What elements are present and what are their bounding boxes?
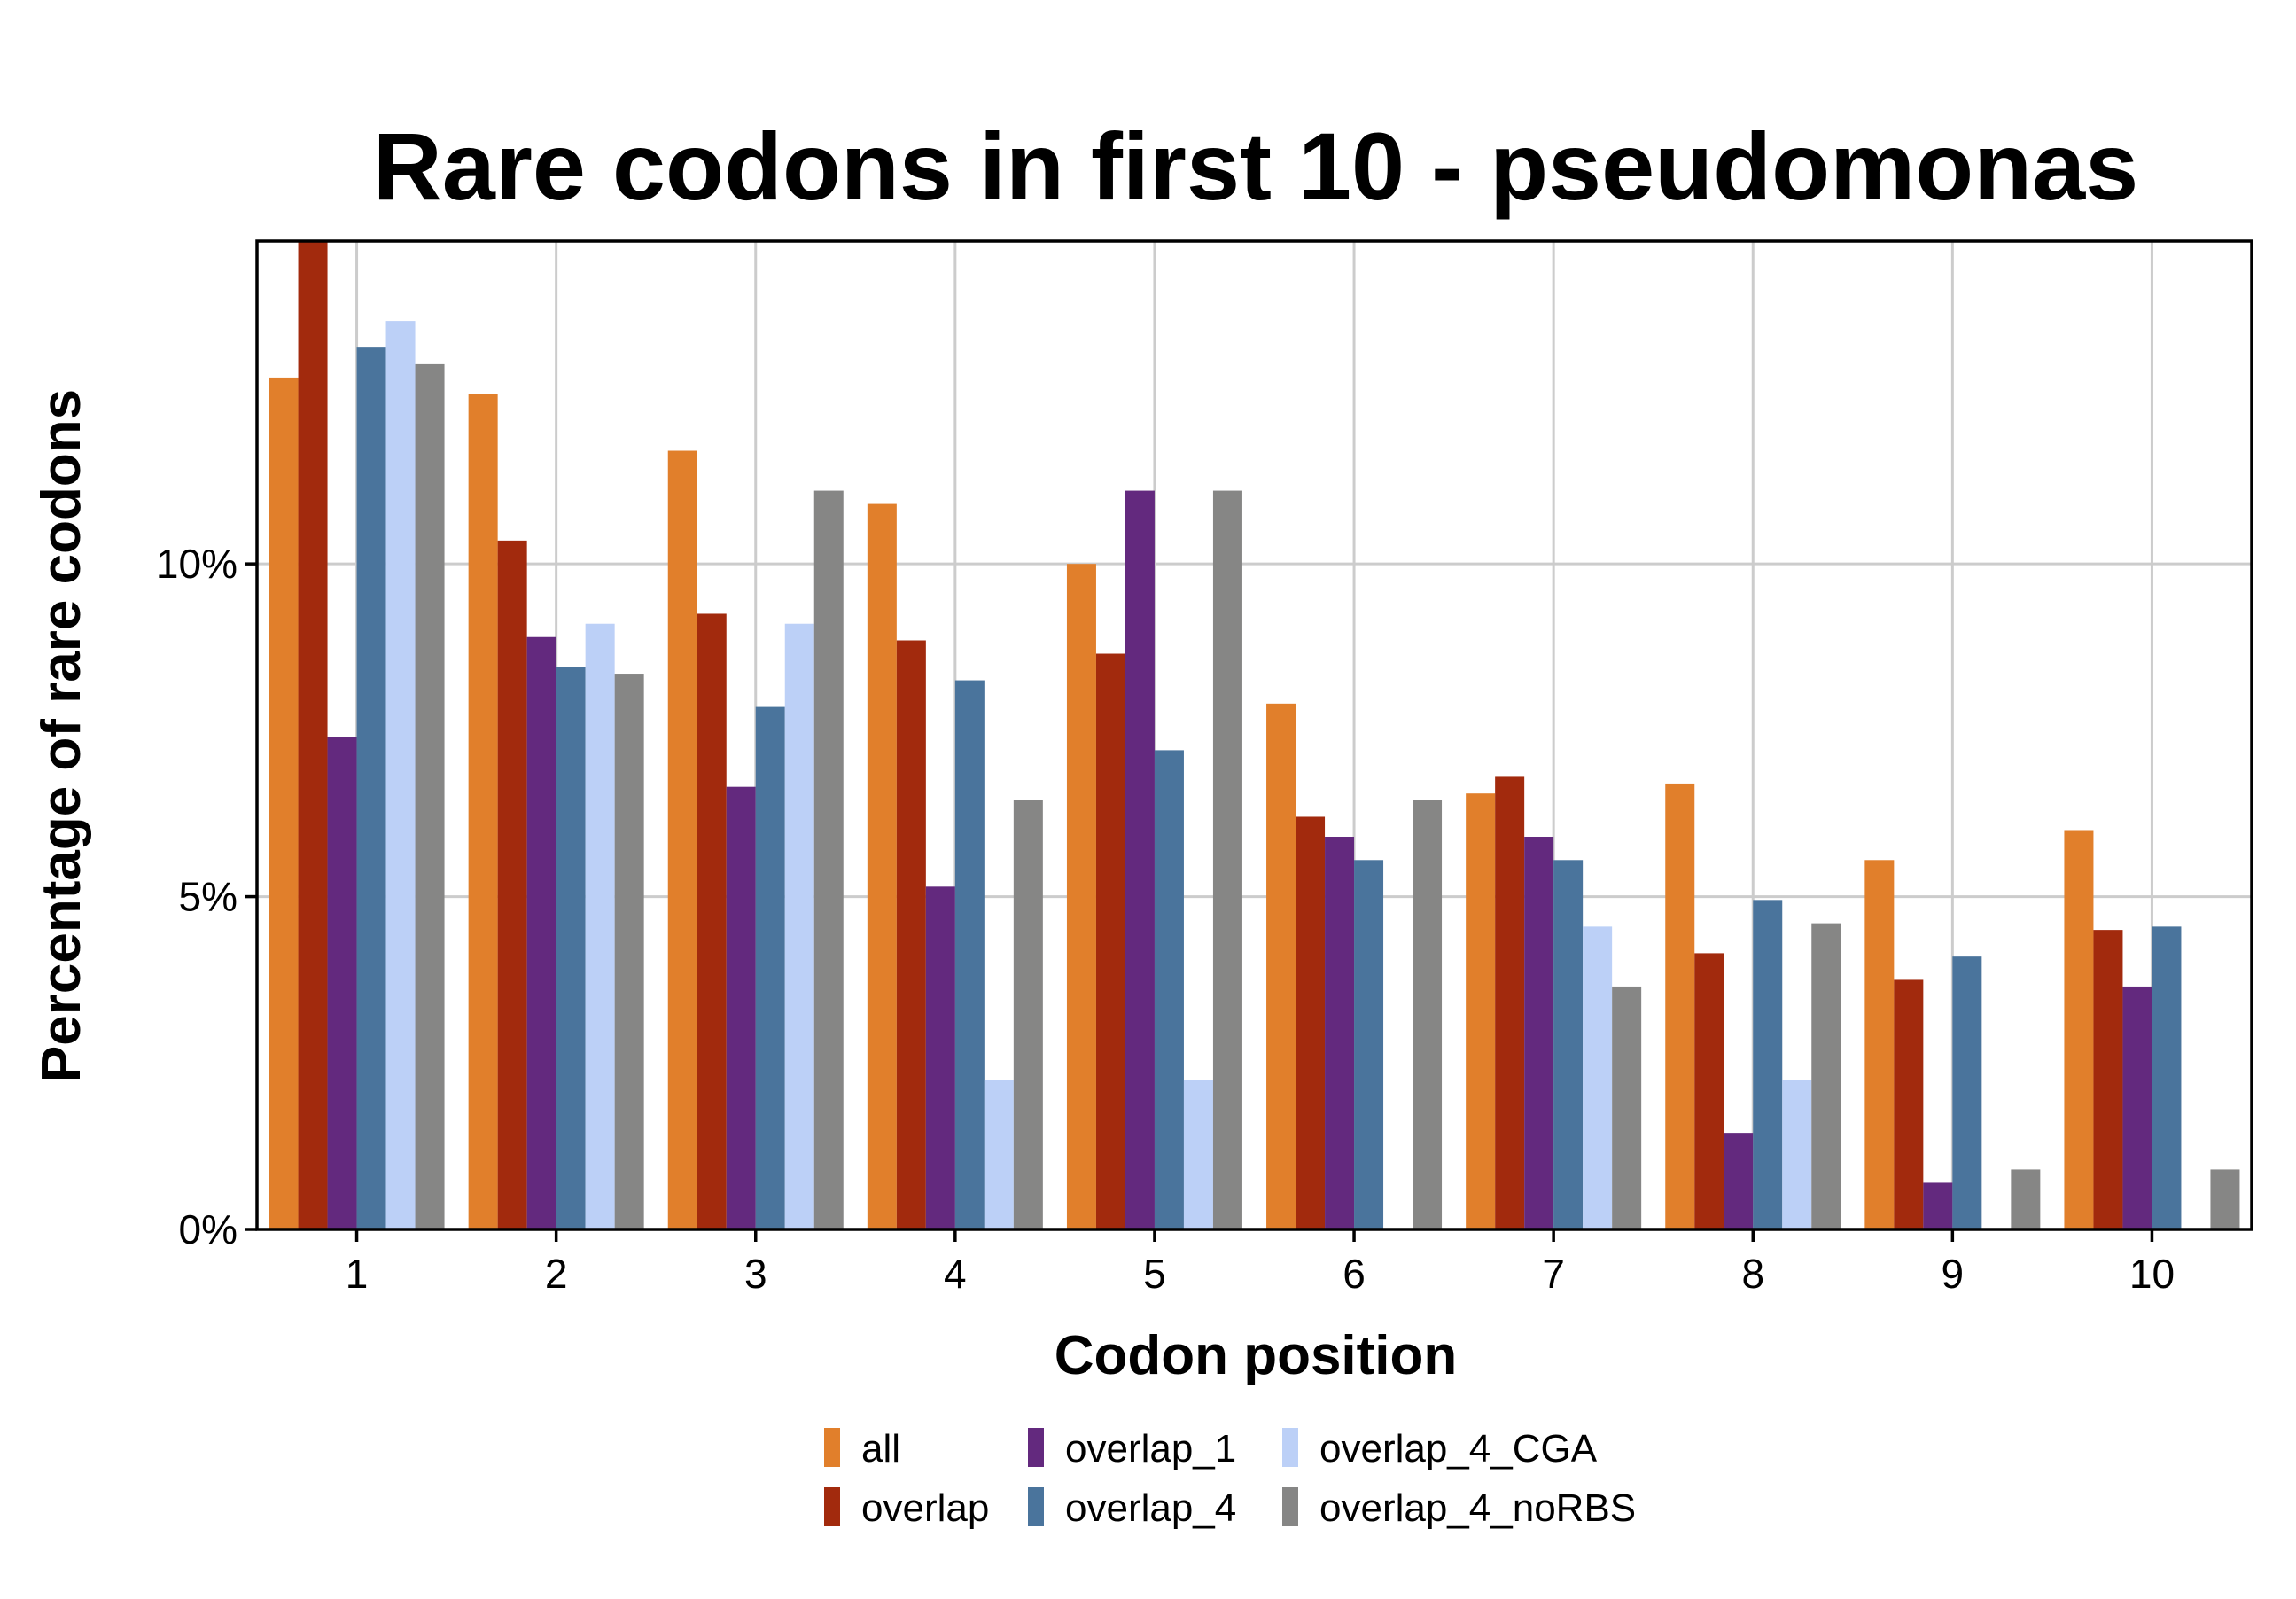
legend-item-overlap_1: overlap_1 xyxy=(1028,1427,1236,1470)
bar-overlap_4-9 xyxy=(1952,956,1982,1229)
bar-overlap_4_CGA-7 xyxy=(1583,926,1613,1229)
bar-overlap_4_CGA-1 xyxy=(385,321,416,1229)
x-tick-label: 2 xyxy=(545,1251,568,1297)
bar-overlap_4_CGA-4 xyxy=(984,1080,1014,1229)
bar-overlap-10 xyxy=(2093,930,2123,1229)
bar-overlap_4-2 xyxy=(556,667,586,1229)
legend-swatch xyxy=(1282,1428,1298,1467)
bar-overlap_4_noRBS-9 xyxy=(2011,1169,2041,1229)
bar-overlap_4-1 xyxy=(356,347,386,1230)
legend-item-overlap: overlap xyxy=(824,1486,989,1530)
x-tick-label: 3 xyxy=(744,1251,767,1297)
x-tick-label: 1 xyxy=(346,1251,369,1297)
bar-overlap_1-6 xyxy=(1325,837,1355,1229)
bar-overlap-2 xyxy=(497,540,527,1229)
bar-overlap_4-7 xyxy=(1553,860,1584,1229)
bar-overlap_1-1 xyxy=(327,737,357,1229)
bar-overlap_4_noRBS-6 xyxy=(1413,800,1443,1229)
y-tick-label: 0% xyxy=(179,1206,237,1252)
bar-overlap-1 xyxy=(298,241,328,1229)
legend-swatch xyxy=(1028,1428,1044,1467)
legend: all overlap overlap_1 overlap_4 overlap_4_CG… xyxy=(824,1427,1636,1530)
x-tick-label: 10 xyxy=(2129,1251,2175,1297)
bar-overlap_4_noRBS-4 xyxy=(1013,800,1043,1229)
bar-overlap_4-6 xyxy=(1354,860,1384,1229)
bar-overlap-8 xyxy=(1694,953,1724,1229)
bar-all-3 xyxy=(667,450,697,1229)
bar-overlap-6 xyxy=(1296,816,1326,1229)
x-axis-title: Codon position xyxy=(1055,1325,1458,1386)
bar-overlap_4_noRBS-7 xyxy=(1612,986,1642,1229)
legend-swatch xyxy=(824,1487,840,1526)
legend-label: all xyxy=(861,1427,900,1470)
plot-frame xyxy=(255,239,2253,1231)
bar-overlap_1-2 xyxy=(526,636,556,1229)
bar-overlap_4-3 xyxy=(755,706,785,1229)
bar-overlap_4_CGA-3 xyxy=(784,623,814,1229)
bar-all-1 xyxy=(269,377,299,1229)
legend-label: overlap_1 xyxy=(1065,1427,1236,1470)
legend-label: overlap_4 xyxy=(1065,1486,1236,1530)
x-tick-label: 4 xyxy=(944,1251,967,1297)
bar-overlap_1-4 xyxy=(925,886,955,1229)
legend-swatch xyxy=(1282,1487,1298,1526)
bar-overlap-7 xyxy=(1495,776,1525,1229)
bar-all-2 xyxy=(468,394,498,1229)
bar-overlap_1-9 xyxy=(1923,1182,1953,1229)
bar-all-9 xyxy=(1864,860,1895,1229)
bar-overlap_1-7 xyxy=(1524,837,1554,1229)
bar-all-7 xyxy=(1466,793,1496,1229)
legend-label: overlap_4_CGA xyxy=(1319,1427,1598,1470)
bar-all-5 xyxy=(1066,564,1096,1229)
legend-item-overlap_4_noRBS: overlap_4_noRBS xyxy=(1282,1486,1636,1530)
bar-overlap-9 xyxy=(1894,979,1924,1229)
x-tick-label: 6 xyxy=(1343,1251,1366,1297)
legend-swatch xyxy=(824,1428,840,1467)
bar-all-6 xyxy=(1266,703,1296,1229)
bar-overlap_4_noRBS-3 xyxy=(813,490,844,1229)
bar-overlap_4_CGA-2 xyxy=(585,623,615,1229)
x-tick-label: 5 xyxy=(1143,1251,1166,1297)
legend-swatch xyxy=(1028,1487,1044,1526)
bar-all-4 xyxy=(867,503,897,1229)
bar-overlap-3 xyxy=(697,613,727,1229)
bar-overlap_1-10 xyxy=(2122,986,2152,1229)
bar-all-8 xyxy=(1665,783,1695,1229)
bar-all-10 xyxy=(2064,830,2094,1229)
y-axis-title: Percentage of rare codons xyxy=(31,389,92,1082)
legend-label: overlap_4_noRBS xyxy=(1319,1486,1636,1530)
bar-overlap_4-5 xyxy=(1154,750,1184,1229)
bar-overlap_4_noRBS-1 xyxy=(415,363,445,1229)
x-tick-label: 8 xyxy=(1741,1251,1764,1297)
legend-item-all: all xyxy=(824,1427,900,1470)
y-tick-label: 5% xyxy=(179,874,237,920)
bars xyxy=(269,241,2240,1230)
bar-overlap_4-4 xyxy=(954,680,985,1229)
x-tick-label: 7 xyxy=(1542,1251,1565,1297)
bar-overlap_1-3 xyxy=(726,786,756,1229)
legend-item-overlap_4: overlap_4 xyxy=(1028,1486,1236,1530)
bar-overlap_1-5 xyxy=(1125,490,1155,1229)
bar-overlap_4-8 xyxy=(1753,900,1783,1229)
bar-overlap_4_CGA-8 xyxy=(1782,1080,1812,1229)
bar-overlap_4_noRBS-2 xyxy=(614,674,644,1229)
x-tick-label: 9 xyxy=(1942,1251,1965,1297)
bar-overlap_4_noRBS-8 xyxy=(1811,923,1841,1229)
axis-ticks: 1 2 3 4 5 6 7 8 9 10 0% 5% 10% xyxy=(156,541,2175,1297)
bar-overlap-4 xyxy=(896,640,926,1229)
bar-overlap-5 xyxy=(1095,653,1125,1229)
y-tick-label: 10% xyxy=(156,541,237,587)
legend-item-overlap_4_CGA: overlap_4_CGA xyxy=(1282,1427,1598,1470)
chart-title: Rare codons in first 10 - pseudomonas xyxy=(373,113,2138,220)
bar-overlap_4-10 xyxy=(2152,926,2182,1229)
bar-overlap_4_CGA-5 xyxy=(1183,1080,1213,1229)
bar-overlap_1-8 xyxy=(1724,1133,1754,1229)
legend-label: overlap xyxy=(861,1486,989,1530)
bar-overlap_4_noRBS-10 xyxy=(2210,1169,2240,1229)
bar-overlap_4_noRBS-5 xyxy=(1212,490,1242,1229)
